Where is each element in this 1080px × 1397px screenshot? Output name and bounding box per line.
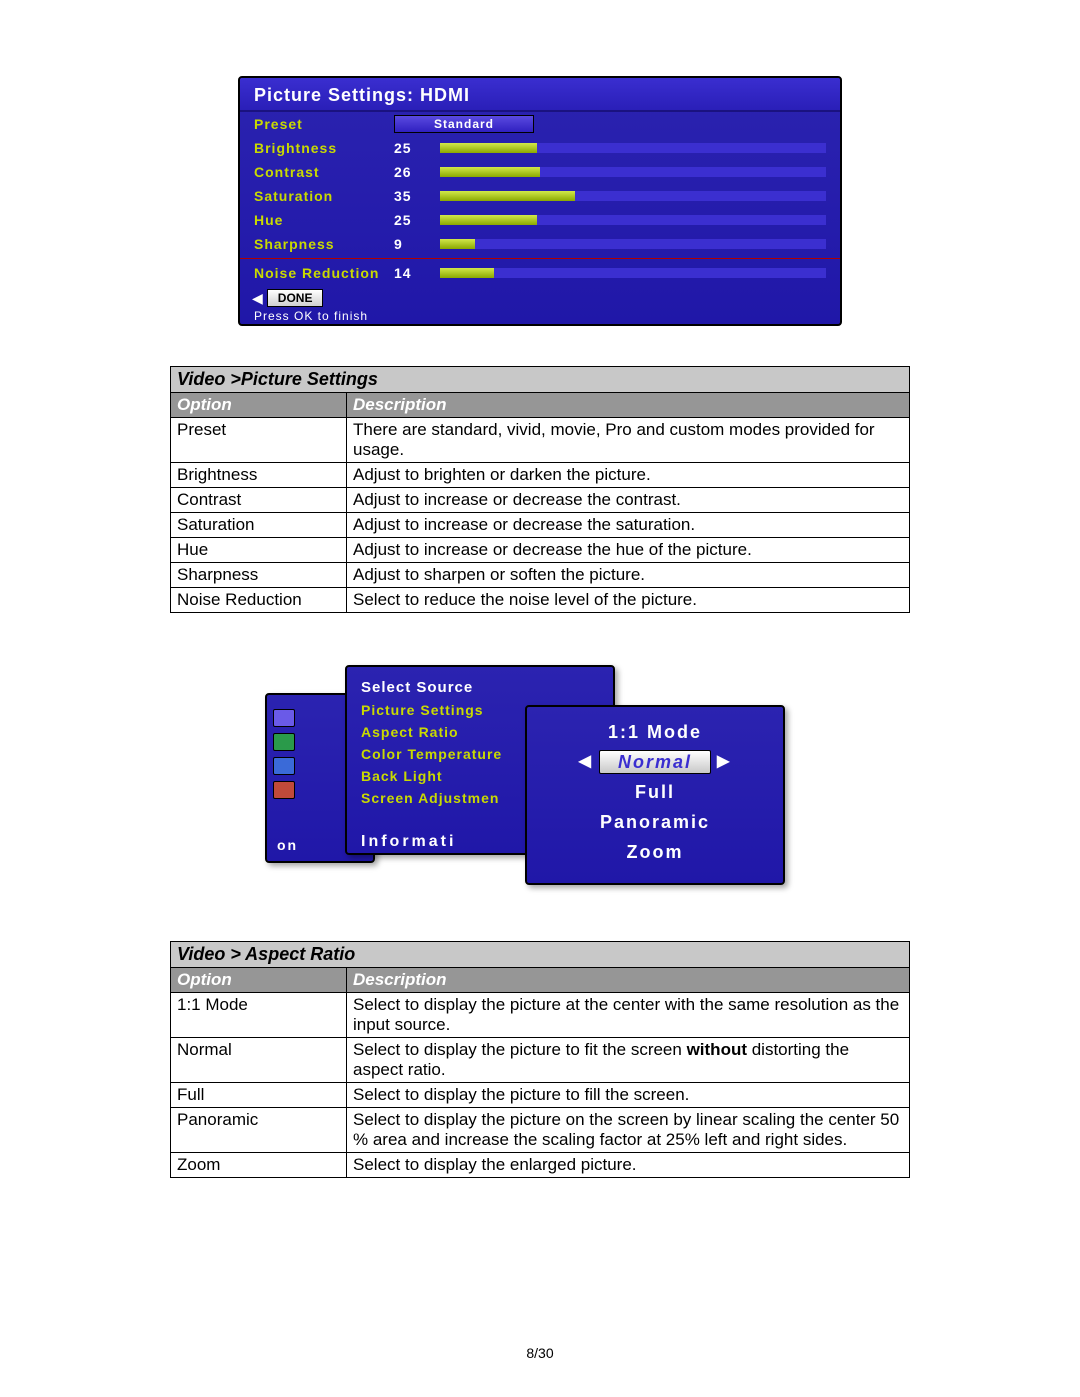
table-row: PanoramicSelect to display the picture o…: [171, 1108, 910, 1153]
osd-slider-label: Sharpness: [254, 236, 394, 252]
osd-slider-bar: [440, 143, 826, 153]
popup-selected-row: ◀ Normal ▶: [527, 747, 783, 777]
osd-slider-bar: [440, 215, 826, 225]
table-cell-desc: Select to display the enlarged picture.: [347, 1153, 910, 1178]
popup-title: 1:1 Mode: [527, 717, 783, 747]
osd-noise-bar: [440, 268, 826, 278]
side-icon: [273, 709, 295, 727]
table-cell-option: Contrast: [171, 488, 347, 513]
table-cell-desc: There are standard, vivid, movie, Pro an…: [347, 418, 910, 463]
table2-section-head: Video > Aspect Ratio: [170, 941, 910, 967]
left-arrow-icon: ◀: [579, 747, 593, 777]
aspect-ratio-table: Option Description 1:1 ModeSelect to dis…: [170, 967, 910, 1178]
table-row: PresetThere are standard, vivid, movie, …: [171, 418, 910, 463]
table-cell-option: Full: [171, 1083, 347, 1108]
table-cell-option: Noise Reduction: [171, 588, 347, 613]
osd-slider-val: 25: [394, 140, 434, 156]
osd-slider-val: 25: [394, 212, 434, 228]
osd-slider-row: Sharpness9: [240, 232, 840, 256]
popup-item: Full: [527, 777, 783, 807]
osd-aspect-cluster: on Select Source Picture Settings Aspect…: [265, 665, 815, 905]
osd-slider-row: Saturation35: [240, 184, 840, 208]
table-cell-desc: Select to display the picture on the scr…: [347, 1108, 910, 1153]
table-cell-option: Hue: [171, 538, 347, 563]
osd-preset-label: Preset: [254, 116, 394, 132]
osd-slider-val: 9: [394, 236, 434, 252]
table-cell-option: Zoom: [171, 1153, 347, 1178]
table-cell-desc: Adjust to sharpen or soften the picture.: [347, 563, 910, 588]
table-row: Noise ReductionSelect to reduce the nois…: [171, 588, 910, 613]
table1-header-row: Option Description: [171, 393, 910, 418]
table-cell-desc: Adjust to increase or decrease the contr…: [347, 488, 910, 513]
table-cell-option: Preset: [171, 418, 347, 463]
picture-settings-table: Option Description PresetThere are stand…: [170, 392, 910, 613]
osd-slider-row: Hue25: [240, 208, 840, 232]
osd-slider-label: Brightness: [254, 140, 394, 156]
table2-col-desc: Description: [347, 968, 910, 993]
table-row: HueAdjust to increase or decrease the hu…: [171, 538, 910, 563]
table-cell-desc: Adjust to increase or decrease the hue o…: [347, 538, 910, 563]
popup-item: Zoom: [527, 837, 783, 867]
table-row: SaturationAdjust to increase or decrease…: [171, 513, 910, 538]
osd-slider-bar: [440, 167, 826, 177]
table-row: BrightnessAdjust to brighten or darken t…: [171, 463, 910, 488]
osd-slider-label: Saturation: [254, 188, 394, 204]
table-cell-desc: Select to display the picture at the cen…: [347, 993, 910, 1038]
osd-noise-label: Noise Reduction: [254, 265, 394, 281]
table-cell-desc: Adjust to increase or decrease the satur…: [347, 513, 910, 538]
osd-slider-row: Contrast26: [240, 160, 840, 184]
popup-item: Panoramic: [527, 807, 783, 837]
osd-noise-val: 14: [394, 265, 434, 281]
table-row: NormalSelect to display the picture to f…: [171, 1038, 910, 1083]
osd-aspect-popup: 1:1 Mode ◀ Normal ▶ Full Panoramic Zoom: [525, 705, 785, 885]
side-info-text: on: [277, 837, 298, 853]
osd-noise-row: Noise Reduction 14: [240, 261, 840, 285]
osd-title: Picture Settings: HDMI: [240, 78, 840, 112]
osd-slider-bar: [440, 239, 826, 249]
osd-slider-label: Hue: [254, 212, 394, 228]
table-row: 1:1 ModeSelect to display the picture at…: [171, 993, 910, 1038]
side-icon: [273, 781, 295, 799]
osd-slider-val: 26: [394, 164, 434, 180]
table1-section-head: Video >Picture Settings: [170, 366, 910, 392]
osd-slider-bar: [440, 191, 826, 201]
table-cell-desc: Select to display the picture to fit the…: [347, 1038, 910, 1083]
table-cell-option: Normal: [171, 1038, 347, 1083]
table-row: FullSelect to display the picture to fil…: [171, 1083, 910, 1108]
table-cell-desc: Select to reduce the noise level of the …: [347, 588, 910, 613]
osd-slider-val: 35: [394, 188, 434, 204]
osd-picture-settings: Picture Settings: HDMI Preset Standard B…: [238, 76, 842, 326]
osd-preset-row: Preset Standard: [240, 112, 840, 136]
table-cell-option: Sharpness: [171, 563, 347, 588]
table-cell-desc: Select to display the picture to fill th…: [347, 1083, 910, 1108]
osd-hint: Press OK to finish: [240, 307, 840, 326]
popup-selected[interactable]: Normal: [599, 750, 711, 774]
table-cell-option: 1:1 Mode: [171, 993, 347, 1038]
done-button[interactable]: DONE: [267, 289, 324, 307]
osd-done-row: ◀ DONE: [240, 285, 840, 307]
table1-col-option: Option: [171, 393, 347, 418]
menu-select-source: Select Source: [361, 677, 599, 699]
table-cell-option: Brightness: [171, 463, 347, 488]
table-cell-option: Panoramic: [171, 1108, 347, 1153]
table-row: ContrastAdjust to increase or decrease t…: [171, 488, 910, 513]
table-cell-option: Saturation: [171, 513, 347, 538]
osd-slider-row: Brightness25: [240, 136, 840, 160]
page-number: 8/30: [0, 1345, 1080, 1361]
osd-slider-label: Contrast: [254, 164, 394, 180]
table2-header-row: Option Description: [171, 968, 910, 993]
side-icon: [273, 757, 295, 775]
osd-preset-value: Standard: [394, 115, 534, 133]
right-arrow-icon: ▶: [717, 747, 731, 777]
table-cell-desc: Adjust to brighten or darken the picture…: [347, 463, 910, 488]
table-row: SharpnessAdjust to sharpen or soften the…: [171, 563, 910, 588]
osd-separator: [240, 258, 840, 259]
table1-col-desc: Description: [347, 393, 910, 418]
side-icon: [273, 733, 295, 751]
table-row: ZoomSelect to display the enlarged pictu…: [171, 1153, 910, 1178]
left-arrow-icon: ◀: [252, 290, 263, 307]
table2-col-option: Option: [171, 968, 347, 993]
